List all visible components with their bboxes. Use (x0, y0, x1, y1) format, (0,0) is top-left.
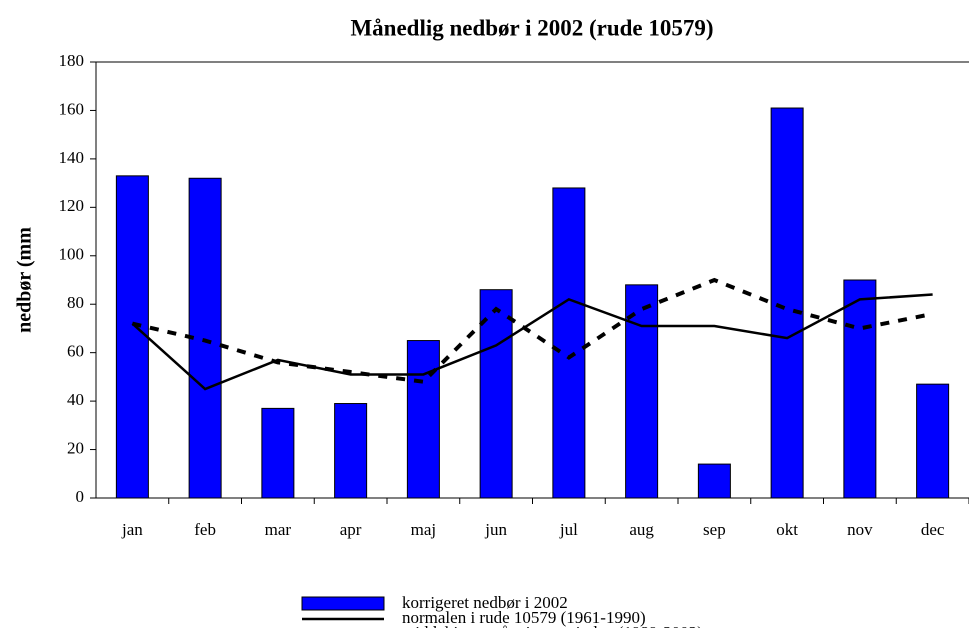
bar (188, 177, 222, 499)
x-tick-label: jul (559, 520, 578, 539)
x-tick-label: maj (411, 520, 437, 539)
chart-title: Månedlig nedbør i 2002 (rude 10579) (350, 15, 713, 40)
bar (697, 463, 731, 499)
x-tick-label: feb (194, 520, 216, 539)
line (131, 277, 934, 384)
y-tick-label: 80 (67, 293, 84, 312)
y-tick-label: 160 (59, 99, 85, 118)
bar (115, 175, 149, 499)
y-tick-label: 60 (67, 342, 84, 361)
bar (552, 187, 586, 499)
line (131, 293, 933, 391)
y-tick-label: 40 (67, 390, 84, 409)
bar (479, 289, 513, 499)
x-tick-label: aug (629, 520, 654, 539)
legend-label: middel i overvågningsperioden (1989-2002… (402, 623, 703, 628)
y-tick-label: 180 (59, 51, 85, 70)
x-tick-label: apr (340, 520, 362, 539)
y-tick-label: 0 (76, 487, 85, 506)
bar (334, 403, 368, 499)
x-tick-label: mar (265, 520, 292, 539)
y-tick-label: 120 (59, 196, 85, 215)
bar (770, 107, 804, 499)
bar (406, 340, 440, 499)
legend-swatch (301, 596, 385, 611)
x-tick-label: nov (847, 520, 873, 539)
y-tick-label: 20 (67, 438, 84, 457)
bar (916, 383, 950, 499)
x-tick-label: dec (921, 520, 945, 539)
bar (625, 284, 659, 499)
y-tick-label: 100 (59, 245, 85, 264)
x-tick-label: jan (121, 520, 143, 539)
legend-label: normalen i rude 10579 (1961-1990) (402, 608, 646, 627)
y-axis-label: nedbør (mm (14, 227, 36, 333)
x-tick-label: okt (776, 520, 798, 539)
y-tick-label: 140 (59, 148, 85, 167)
x-tick-label: sep (703, 520, 726, 539)
x-tick-label: jun (484, 520, 507, 539)
bar (843, 279, 877, 499)
legend-label: korrigeret nedbør i 2002 (402, 593, 568, 612)
bar (261, 407, 295, 499)
